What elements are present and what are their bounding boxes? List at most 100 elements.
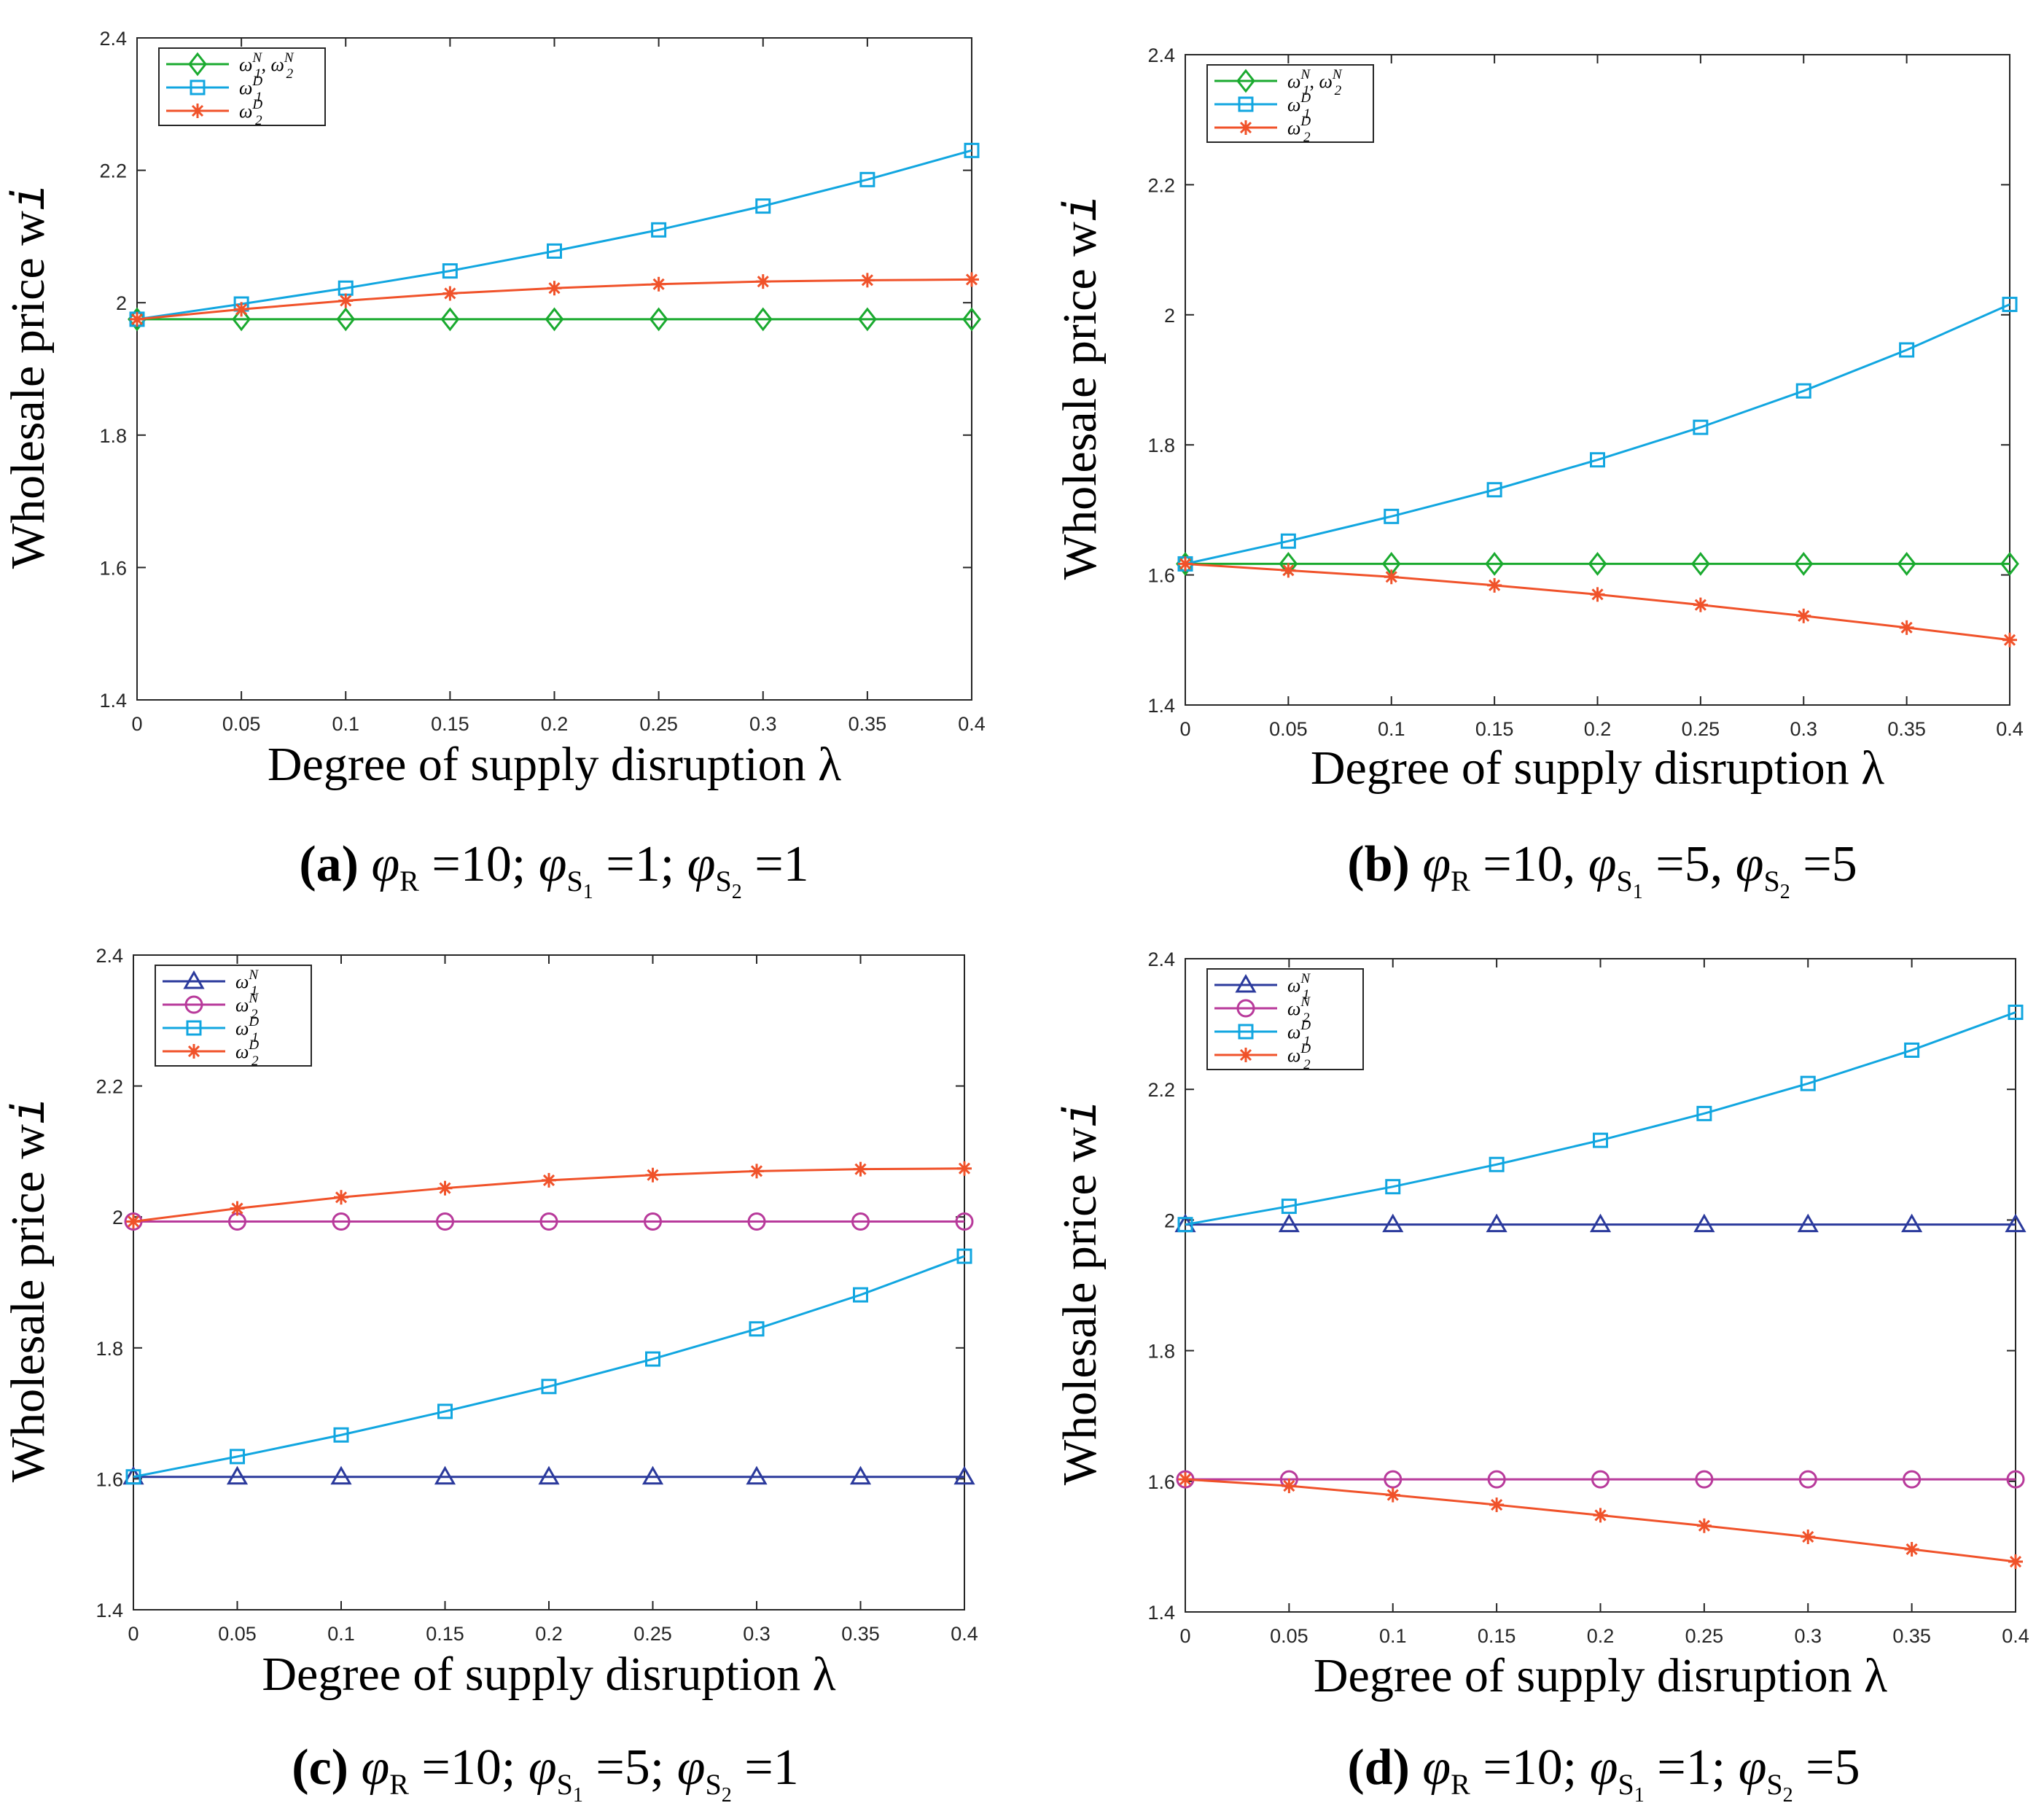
series--1D — [1177, 1004, 2024, 1233]
data-point — [1487, 577, 1502, 593]
y-tick-label: 1.4 — [95, 1600, 123, 1621]
data-point — [332, 1212, 351, 1231]
data-point — [547, 243, 562, 259]
legend-label: ωD 1 — [235, 1014, 259, 1045]
data-point — [539, 1212, 558, 1231]
data-point — [547, 281, 562, 296]
data-point — [1589, 1213, 1612, 1233]
data-point — [330, 1465, 352, 1485]
data-point — [1486, 482, 1502, 498]
legend-marker — [1239, 1048, 1253, 1062]
legend-label: ωD 1 — [1287, 90, 1311, 122]
x-tick-label: 0.2 — [541, 713, 569, 735]
data-point — [1693, 419, 1709, 435]
data-point — [1278, 1213, 1300, 1233]
x-tick-label: 0.35 — [849, 713, 887, 735]
data-point — [1693, 597, 1708, 612]
data-point — [1385, 1179, 1401, 1195]
x-tick-label: 0.4 — [1996, 718, 2024, 740]
data-point — [749, 1321, 765, 1337]
data-point — [1282, 1479, 1297, 1494]
series-line — [1185, 1011, 2016, 1226]
y-tick-label: 1.6 — [95, 1468, 123, 1490]
data-point — [859, 171, 875, 187]
data-point — [1593, 1132, 1608, 1148]
data-point — [230, 1449, 245, 1465]
legend-label: ωN 1, ωN 2 — [239, 50, 294, 82]
data-point — [2000, 552, 2019, 576]
series-line — [1185, 303, 2010, 565]
data-point — [1384, 1470, 1403, 1489]
legend-marker — [187, 1044, 201, 1059]
y-tick-label: 2.2 — [95, 1076, 123, 1098]
data-point — [1486, 1213, 1507, 1233]
data-point — [1696, 1105, 1712, 1121]
series-line — [133, 1255, 965, 1479]
data-point — [1801, 1529, 1816, 1544]
data-point — [746, 1465, 768, 1485]
series--2D — [1178, 556, 2017, 647]
y-tick-label: 1.8 — [99, 425, 127, 447]
y-tick-label: 1.4 — [1147, 1602, 1175, 1624]
data-point — [437, 1180, 453, 1196]
data-point — [1794, 552, 1814, 576]
legend-label: ωD 2 — [1287, 114, 1311, 145]
data-point — [1696, 1518, 1712, 1533]
data-point — [1385, 1487, 1400, 1503]
x-tick-label: 0.15 — [1478, 1625, 1516, 1647]
data-point — [644, 1212, 662, 1231]
data-point — [1904, 1042, 1920, 1058]
data-point — [440, 307, 460, 332]
data-point — [1485, 552, 1505, 576]
figure-caption: (b) φR =10, φS1 =5, φS2 =5 — [1347, 836, 1857, 903]
data-point — [753, 307, 773, 332]
legend: ωN 1ωN 2ωD 1ωD 2 — [1206, 968, 1364, 1072]
data-point — [956, 1248, 972, 1264]
x-tick-label: 0.05 — [1269, 718, 1308, 740]
series--2N — [1176, 1470, 2025, 1489]
data-point — [649, 307, 668, 332]
series--2D — [126, 1161, 972, 1229]
data-point — [1382, 1213, 1404, 1233]
legend-marker — [183, 970, 205, 989]
y-tick-label: 1.8 — [95, 1338, 123, 1360]
x-tick-label: 0 — [1179, 718, 1190, 740]
x-tick-label: 0.15 — [431, 713, 469, 735]
data-point — [1178, 556, 1193, 572]
x-tick-label: 0.1 — [327, 1623, 355, 1645]
y-tick-label: 1.4 — [99, 690, 127, 712]
data-point — [1693, 1213, 1715, 1233]
x-tick-label: 0.25 — [633, 1623, 672, 1645]
y-tick-label: 1.8 — [1147, 435, 1175, 456]
legend-label: ωD 2 — [1287, 1041, 1311, 1072]
legend-marker — [1236, 999, 1255, 1018]
data-point — [747, 1212, 766, 1231]
x-tick-label: 0.3 — [749, 713, 777, 735]
x-tick-label: 0.2 — [1584, 718, 1612, 740]
data-point — [2008, 1554, 2023, 1570]
data-point — [964, 272, 979, 287]
data-point — [859, 273, 875, 288]
legend-label: ωD 2 — [239, 97, 262, 128]
data-point — [1176, 552, 1195, 576]
x-tick-label: 0.05 — [218, 1623, 257, 1645]
x-tick-label: 0.35 — [1887, 718, 1926, 740]
data-point — [2005, 1213, 2027, 1233]
series-line — [136, 149, 972, 321]
data-point — [1280, 533, 1296, 549]
data-point — [1695, 1470, 1714, 1489]
data-point — [1590, 587, 1605, 602]
x-tick-label: 0.25 — [1682, 718, 1720, 740]
data-point — [755, 274, 771, 289]
x-tick-label: 0.15 — [426, 1623, 464, 1645]
data-point — [1487, 1470, 1506, 1489]
data-point — [1797, 1213, 1819, 1233]
series--1N — [122, 1465, 975, 1485]
legend-label: ωD 1 — [239, 74, 262, 105]
legend-marker — [1239, 120, 1253, 135]
data-point — [1489, 1497, 1505, 1513]
data-point — [226, 1465, 249, 1485]
y-tick-label: 1.4 — [1147, 695, 1175, 717]
data-point — [338, 293, 354, 308]
data-point — [1593, 1508, 1608, 1523]
